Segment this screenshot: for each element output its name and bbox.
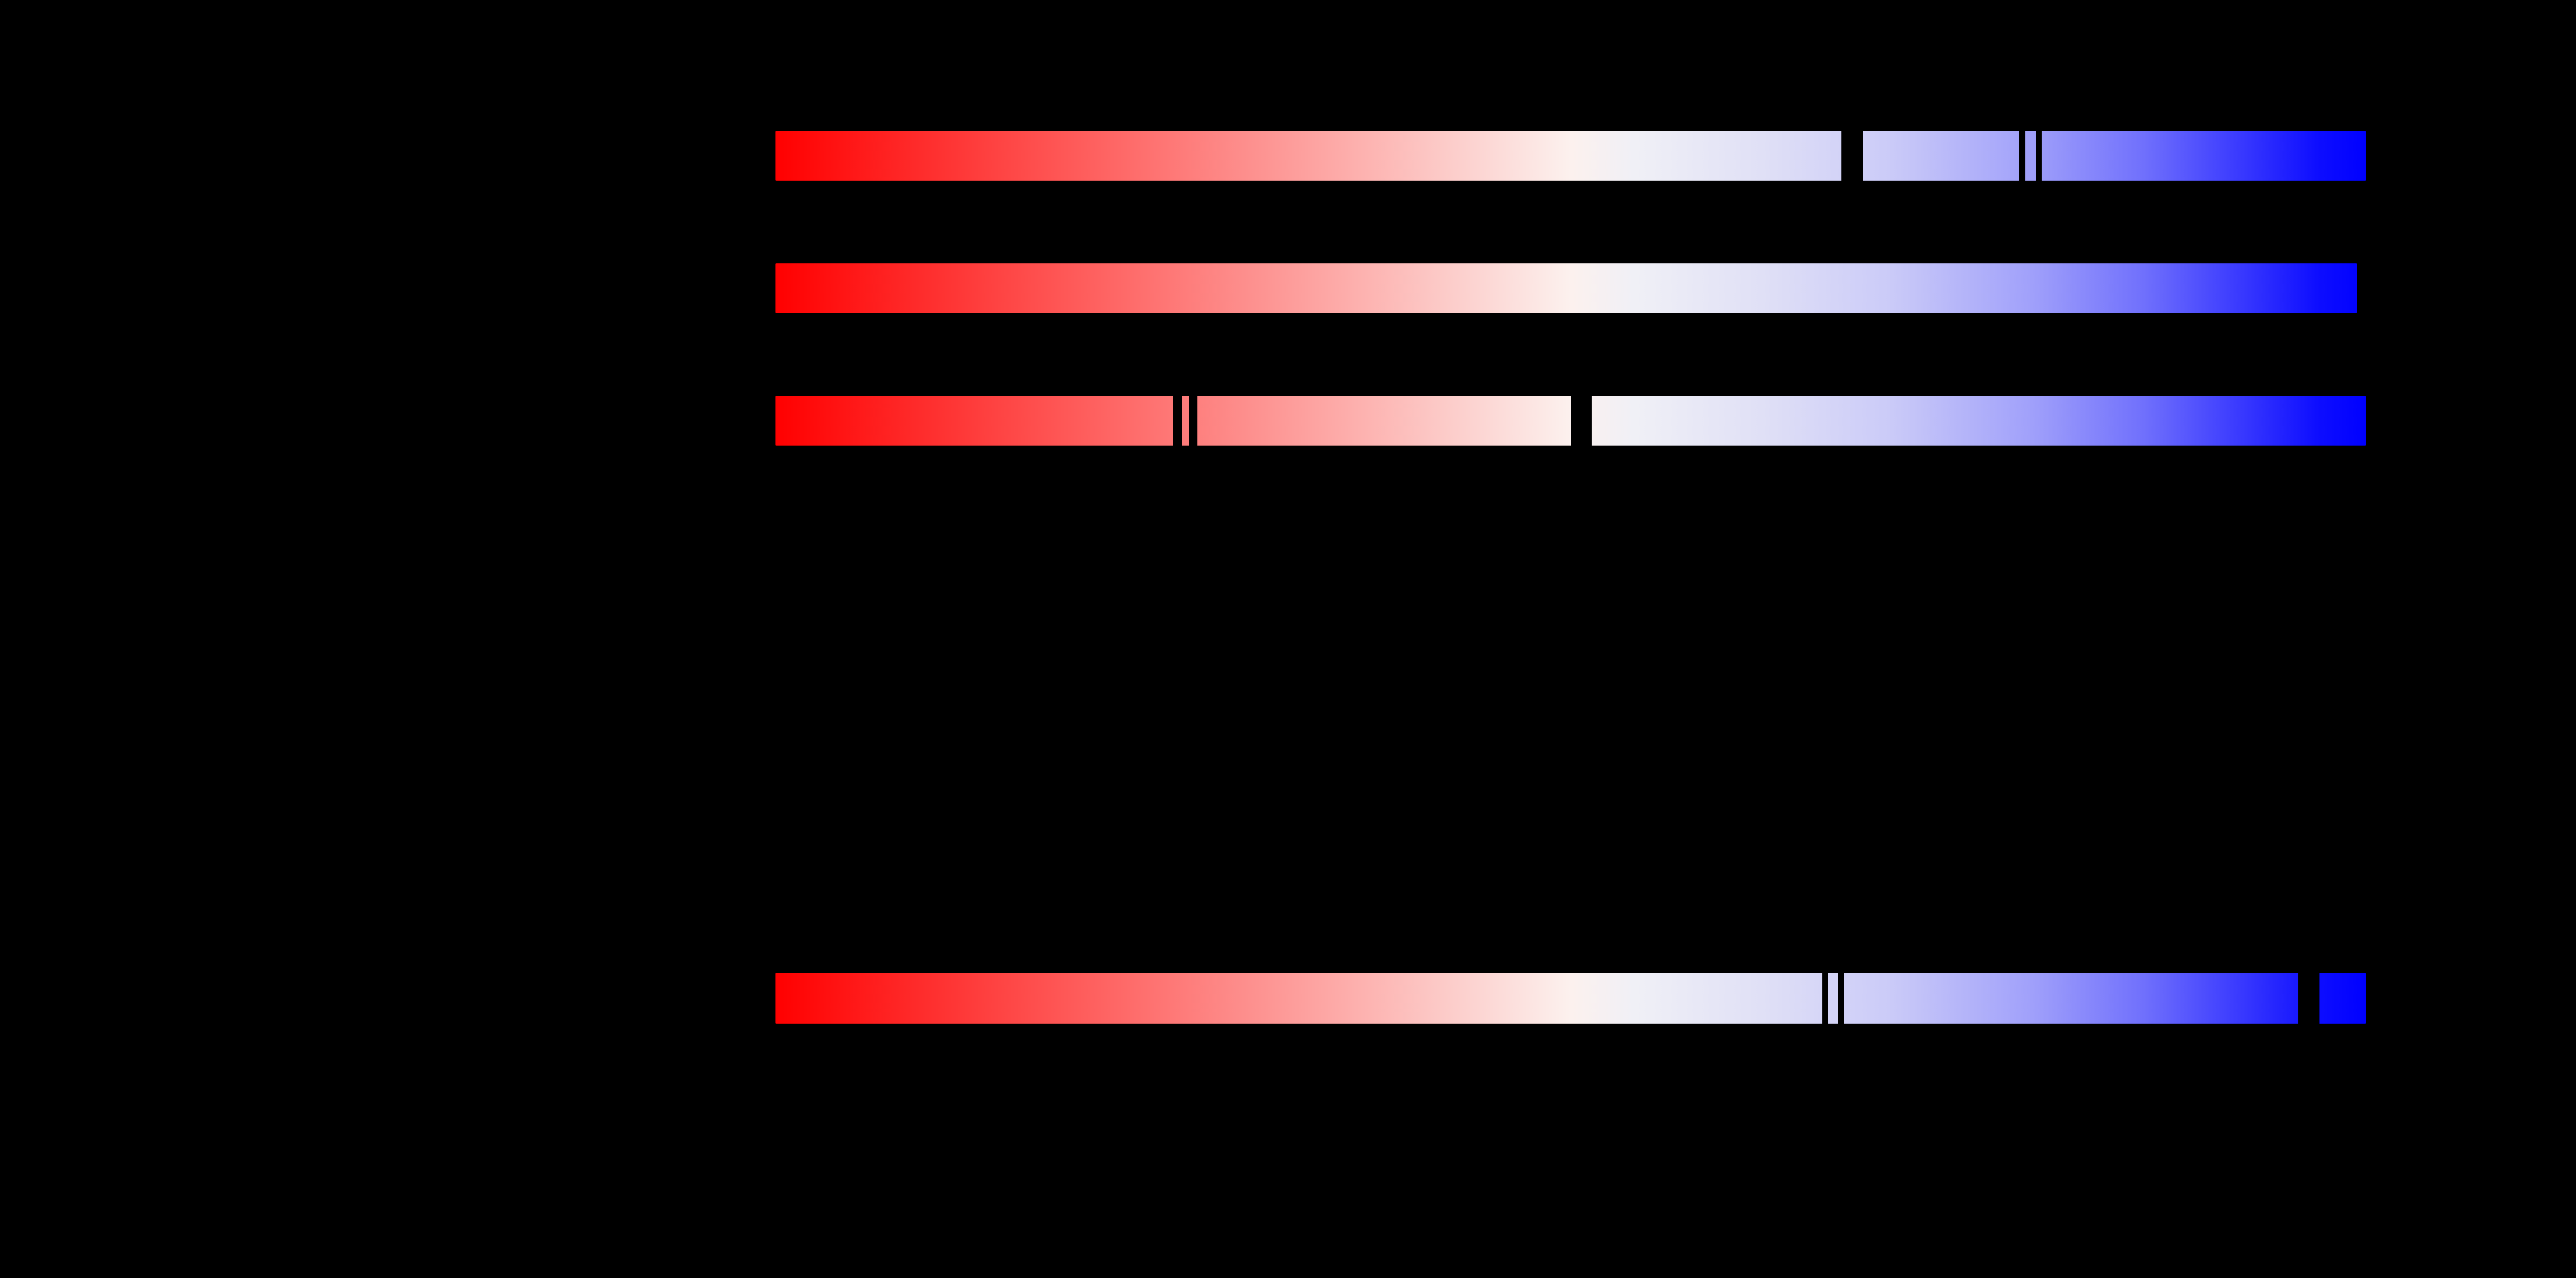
gradient-bar-3 (775, 395, 2366, 446)
gradient-bar-4-gap (2298, 972, 2319, 1024)
gradient-bar-4 (775, 972, 2366, 1024)
gradient-bar-3-gap (1571, 395, 1592, 446)
gradient-bar-3-tick (1189, 395, 1197, 446)
gradient-bar-4-tick (1838, 972, 1844, 1024)
gradient-bar-1-gap (1841, 130, 1863, 181)
gradient-bar-2 (775, 263, 2357, 313)
gradient-bar-1-tick (2019, 130, 2025, 181)
gradient-bar-3-tick (1173, 395, 1182, 446)
gradient-bar-4-tick (1822, 972, 1828, 1024)
gradient-bar-1-tick (2036, 130, 2042, 181)
gradient-bar-1 (775, 130, 2366, 181)
